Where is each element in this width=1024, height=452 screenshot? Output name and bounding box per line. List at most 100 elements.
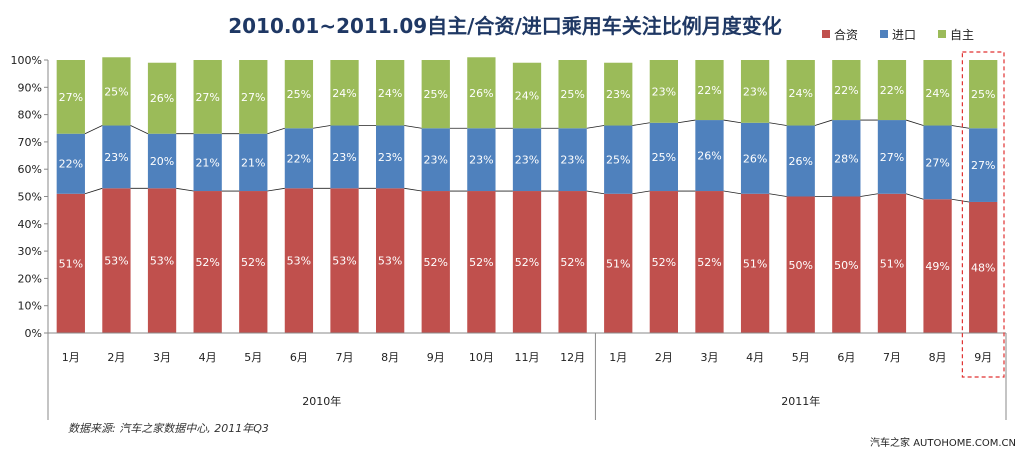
bar-segment: [649, 60, 678, 123]
x-tick-label: 1月: [62, 351, 80, 364]
bar-segment: [604, 125, 633, 194]
bar-segment: [56, 133, 85, 194]
bar-segment: [695, 191, 724, 333]
connector-line: [312, 125, 331, 129]
data-label: 28%: [834, 152, 858, 165]
connector-line: [905, 119, 924, 126]
connector-line: [769, 122, 787, 126]
connector-line: [632, 122, 650, 126]
connector-line: [723, 190, 742, 195]
bar-segment: [376, 188, 405, 333]
bar-segment: [239, 191, 268, 333]
x-tick-label: 2月: [107, 351, 125, 364]
data-label: 22%: [59, 158, 83, 171]
y-tick-label: 60%: [18, 163, 42, 176]
data-label: 23%: [515, 154, 539, 167]
connector-line: [267, 187, 285, 192]
y-tick-label: 40%: [18, 218, 42, 231]
data-label: 52%: [424, 256, 448, 269]
series-connector-lines: [84, 119, 970, 203]
bar-segment: [330, 60, 359, 126]
data-label: 22%: [834, 84, 858, 97]
data-label: 49%: [925, 260, 949, 273]
x-tick-label: 6月: [837, 351, 855, 364]
legend-swatch: [938, 30, 946, 38]
bar-segment: [649, 122, 678, 192]
connector-line: [951, 198, 970, 203]
bar-segment: [421, 191, 450, 333]
x-tick-label: 8月: [381, 351, 399, 364]
data-label: 50%: [788, 259, 812, 272]
data-label: 26%: [743, 152, 767, 165]
data-label: 51%: [880, 257, 904, 270]
bar-segment: [239, 133, 268, 192]
bar-segment: [512, 62, 542, 129]
bar-segment: [877, 193, 907, 333]
connector-line: [814, 119, 833, 126]
data-label: 51%: [743, 257, 767, 270]
data-label: 25%: [606, 154, 630, 167]
data-label: 24%: [788, 87, 812, 100]
data-label: 27%: [195, 91, 219, 104]
x-tick-label: 9月: [974, 351, 992, 364]
data-label: 27%: [971, 159, 995, 172]
bar-segment: [284, 60, 314, 129]
connector-line: [84, 125, 103, 135]
data-label: 25%: [424, 88, 448, 101]
x-axis: 1月 2月 3月 4月 5月 6月 7月 8月 9月 10月 11月 12月 1月 2月 3月 4月 5月 6月 7…: [47, 332, 1007, 420]
data-label: 53%: [332, 255, 356, 268]
data-label: 23%: [104, 151, 128, 164]
bar-segment: [284, 128, 314, 189]
connector-line: [586, 190, 605, 195]
connector-line: [860, 193, 878, 197]
connector-line: [677, 119, 696, 124]
bar-segment: [604, 62, 633, 126]
bar-segment: [193, 133, 222, 192]
x-tick-label: 4月: [199, 351, 217, 364]
bar-segment: [832, 120, 861, 197]
bar-segment: [376, 125, 405, 189]
y-tick-label: 50%: [18, 191, 42, 204]
x-tick-label: 4月: [746, 351, 764, 364]
connector-line: [130, 125, 149, 135]
data-label: 26%: [788, 155, 812, 168]
bar-segment: [969, 60, 998, 129]
bar-segment: [786, 125, 815, 197]
data-label: 53%: [150, 255, 174, 268]
bar-segment: [923, 199, 952, 333]
bar-segment: [877, 120, 907, 194]
data-label: 22%: [287, 152, 311, 165]
watermark: 汽车之家 AUTOHOME.COM.CN: [870, 436, 1016, 449]
data-label: 24%: [378, 87, 402, 100]
y-tick-label: 10%: [18, 300, 42, 313]
bar-segment: [558, 191, 587, 333]
bar-segment: [147, 133, 177, 189]
x-tick-label: 9月: [427, 351, 445, 364]
data-label: 52%: [469, 256, 493, 269]
data-label: 27%: [59, 91, 83, 104]
bar-segment: [832, 196, 861, 333]
x-tick-label: 7月: [336, 351, 354, 364]
data-label: 52%: [515, 256, 539, 269]
y-tick-label: 0%: [25, 327, 42, 340]
bar-segment: [740, 60, 770, 123]
highlight-box: [961, 51, 1005, 378]
bar-segment: [376, 60, 405, 126]
bar-segment: [695, 120, 724, 192]
data-label: 52%: [697, 256, 721, 269]
bar-segment: [740, 193, 770, 333]
bar-segment: [923, 60, 952, 126]
legend-label: 进口: [892, 28, 916, 42]
group-label: 2011年: [781, 394, 820, 408]
data-label: 51%: [606, 257, 630, 270]
data-label: 21%: [241, 156, 265, 169]
data-label: 52%: [195, 256, 219, 269]
bar-segment: [786, 196, 815, 333]
x-tick-label: 2月: [655, 351, 673, 364]
data-label: 23%: [743, 85, 767, 98]
x-tick-label: 5月: [244, 351, 262, 364]
data-label: 26%: [150, 92, 174, 105]
data-label: 48%: [971, 261, 995, 274]
bar-segment: [604, 193, 633, 333]
